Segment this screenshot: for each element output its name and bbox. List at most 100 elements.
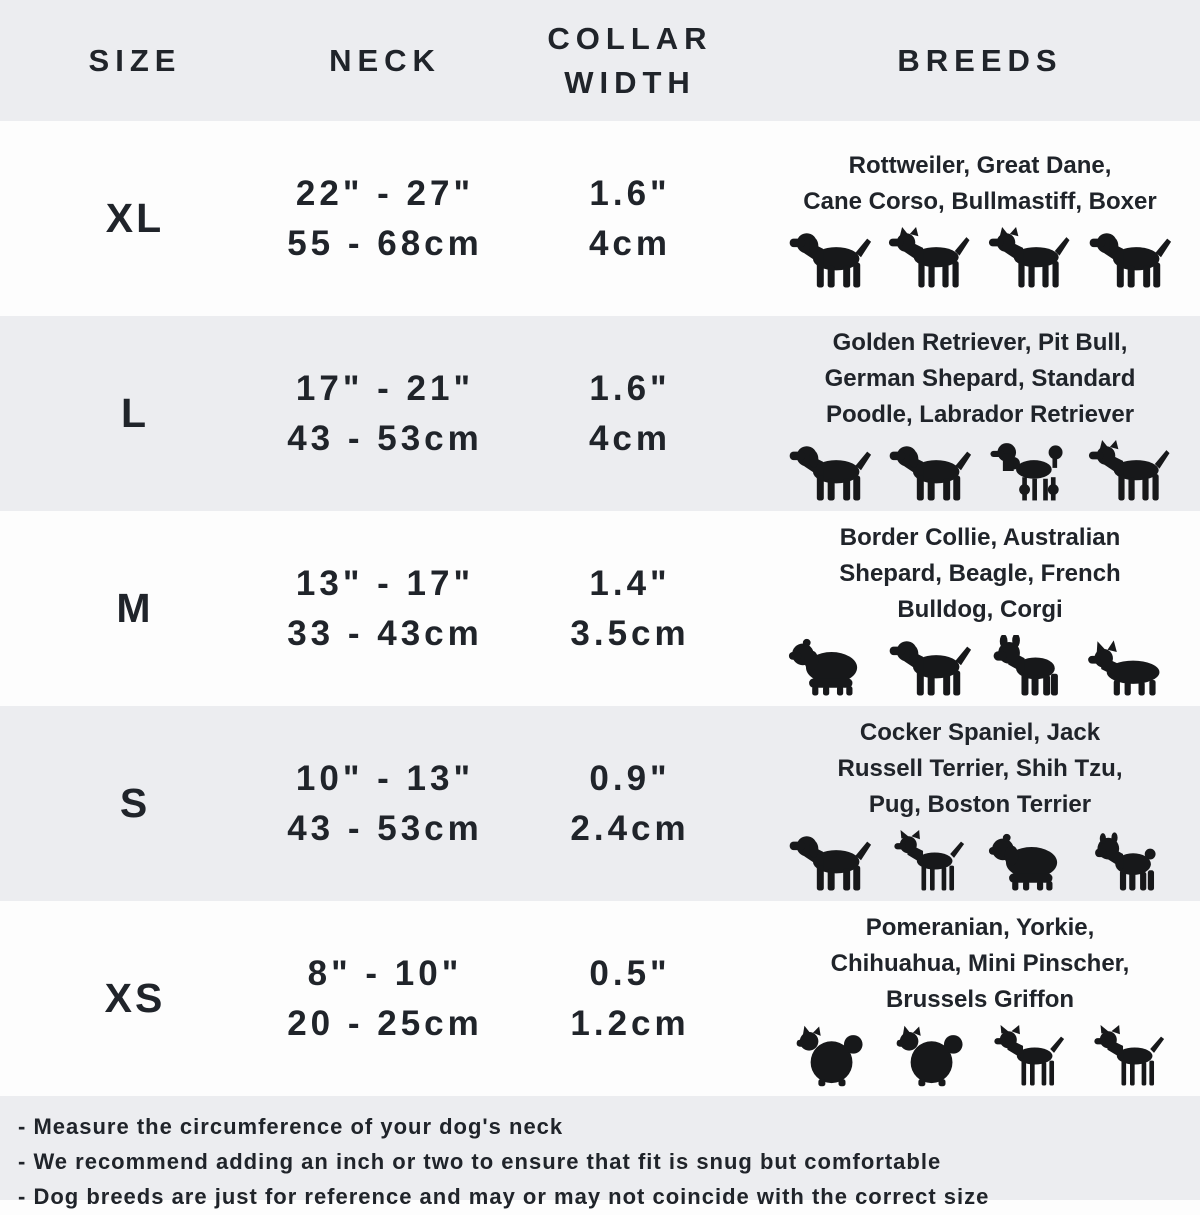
collar-width: 1.4" 3.5cm [500,559,760,658]
breeds-cell: Pomeranian, Yorkie, Chihuahua, Mini Pinsc… [760,910,1200,1087]
labrador-icon [887,440,973,502]
neck-range-inches: 17" - 21" [295,368,475,408]
neck-range: 8" - 10" 20 - 25cm [270,949,500,1048]
pomeranian-icon-svg [796,1025,863,1087]
corgi-icon [1087,635,1173,697]
column-header-breeds-label: BREEDS [897,42,1063,78]
poodle-icon [987,440,1073,502]
french-bulldog-icon-svg [993,635,1058,696]
size-label: XS [104,975,166,1021]
table-row-m: M 13" - 17" 33 - 43cm 1.4" 3.5cm Border … [0,511,1200,706]
column-header-collar-width: COLLAR WIDTH [500,17,760,104]
breed-names-line: Border Collie, Australian [839,524,1121,551]
collar-width: 1.6" 4cm [500,364,760,463]
column-header-collar-width-label: COLLAR WIDTH [547,21,713,100]
table-row-xl: XL 22" - 27" 55 - 68cm 1.6" 4cm Rottweil… [0,121,1200,316]
neck-range-inches: 8" - 10" [307,953,463,993]
breed-names-line: Poodle, Labrador Retriever [825,401,1135,428]
column-header-neck: NECK [270,39,500,82]
breed-names-line: Russell Terrier, Shih Tzu, [837,755,1123,782]
neck-range-inches: 13" - 17" [295,563,475,603]
boxer-icon [987,227,1073,289]
breed-names-line: Golden Retriever, Pit Bull, [832,329,1128,356]
breed-names: Border Collie, Australian Shepard, Beagle… [765,520,1195,628]
table-row-xs: XS 8" - 10" 20 - 25cm 0.5" 1.2cm Pomeran… [0,901,1200,1096]
column-header-neck-label: NECK [329,42,441,78]
collar-width-cm: 4cm [588,223,672,263]
footer-note: - Measure the circumference of your dog'… [18,1114,564,1139]
collar-width-inches: 0.5" [589,953,671,993]
dog-silhouettes [760,633,1200,697]
corgi-icon-svg [1088,640,1160,696]
neck-range: 10" - 13" 43 - 53cm [270,754,500,853]
breed-names-line: Shepard, Beagle, French [839,560,1121,587]
collar-width-inches: 1.6" [589,173,671,213]
min-pin-icon [1087,1025,1173,1087]
table-header-row: SIZE NECK COLLAR WIDTH BREEDS [0,0,1200,121]
beagle-icon-svg [889,641,972,696]
collar-width: 0.5" 1.2cm [500,949,760,1048]
breed-names-line: Cocker Spaniel, Jack [859,719,1101,746]
breed-names-line: Pomeranian, Yorkie, [865,914,1095,941]
column-header-breeds: BREEDS [760,39,1200,82]
dog-silhouettes [760,225,1200,289]
size-label: XL [105,195,165,241]
breed-names-line: Cane Corso, Bullmastiff, Boxer [803,188,1157,215]
beagle-icon [887,635,973,697]
poodle-icon-svg [990,443,1063,501]
rottweiler-icon [787,227,873,289]
collar-width-inches: 1.4" [589,563,671,603]
australian-shepard-icon-svg [788,638,858,696]
dog-silhouettes [760,438,1200,502]
great-dane-icon [887,227,973,289]
collar-width-cm: 1.2cm [570,1003,690,1043]
breed-names: Pomeranian, Yorkie, Chihuahua, Mini Pinsc… [765,910,1195,1018]
column-header-size-label: SIZE [88,42,182,78]
collar-width: 1.6" 4cm [500,169,760,268]
collar-width-cm: 2.4cm [570,808,690,848]
shih-tzu-icon [987,830,1073,892]
neck-range: 17" - 21" 43 - 53cm [270,364,500,463]
australian-shepard-icon [787,635,873,697]
jack-russell-icon-svg [894,830,965,891]
chihuahua-icon-svg [994,1025,1065,1086]
footer-note: - We recommend adding an inch or two to … [18,1149,942,1175]
dog-silhouettes [760,828,1200,892]
boxer-icon-svg [988,227,1070,288]
bullmastiff-icon-svg [1089,233,1172,288]
collar-width-inches: 1.6" [589,368,671,408]
breed-names: Rottweiler, Great Dane, Cane Corso, Bullm… [765,148,1195,220]
size-label: M [116,585,154,631]
yorkie-icon [887,1025,973,1087]
shih-tzu-icon-svg [988,833,1058,891]
cocker-spaniel-icon-svg [789,836,872,891]
golden-retriever-icon [787,440,873,502]
breed-names: Cocker Spaniel, Jack Russell Terrier, Shi… [765,715,1195,823]
neck-range-cm: 43 - 53cm [287,808,483,848]
breeds-cell: Cocker Spaniel, Jack Russell Terrier, Shi… [760,715,1200,892]
neck-range-inches: 22" - 27" [295,173,475,213]
breed-names-line: Bulldog, Corgi [897,596,1063,623]
table-row-s: S 10" - 13" 43 - 53cm 0.9" 2.4cm Cocker … [0,706,1200,901]
size-label: L [120,390,150,436]
size-label: S [119,780,151,826]
dog-silhouettes [760,1023,1200,1087]
breed-names: Golden Retriever, Pit Bull, German Shepar… [765,325,1195,433]
breeds-cell: Border Collie, Australian Shepard, Beagle… [760,520,1200,697]
footer-note: - Dog breeds are just for reference and … [18,1184,990,1210]
neck-range-cm: 33 - 43cm [287,613,483,653]
great-dane-icon-svg [888,227,970,288]
collar-width-cm: 3.5cm [570,613,690,653]
pug-icon-svg [1095,832,1156,891]
neck-range: 22" - 27" 55 - 68cm [270,169,500,268]
golden-retriever-icon-svg [789,446,872,501]
breed-names-line: Chihuahua, Mini Pinscher, [830,950,1130,977]
breed-names-line: Rottweiler, Great Dane, [848,152,1112,179]
collar-width-cm: 4cm [588,418,672,458]
column-header-size: SIZE [0,39,270,82]
neck-range-cm: 55 - 68cm [287,223,483,263]
min-pin-icon-svg [1094,1025,1165,1086]
german-shepard-icon-svg [1088,440,1170,501]
neck-range-cm: 20 - 25cm [287,1003,483,1043]
